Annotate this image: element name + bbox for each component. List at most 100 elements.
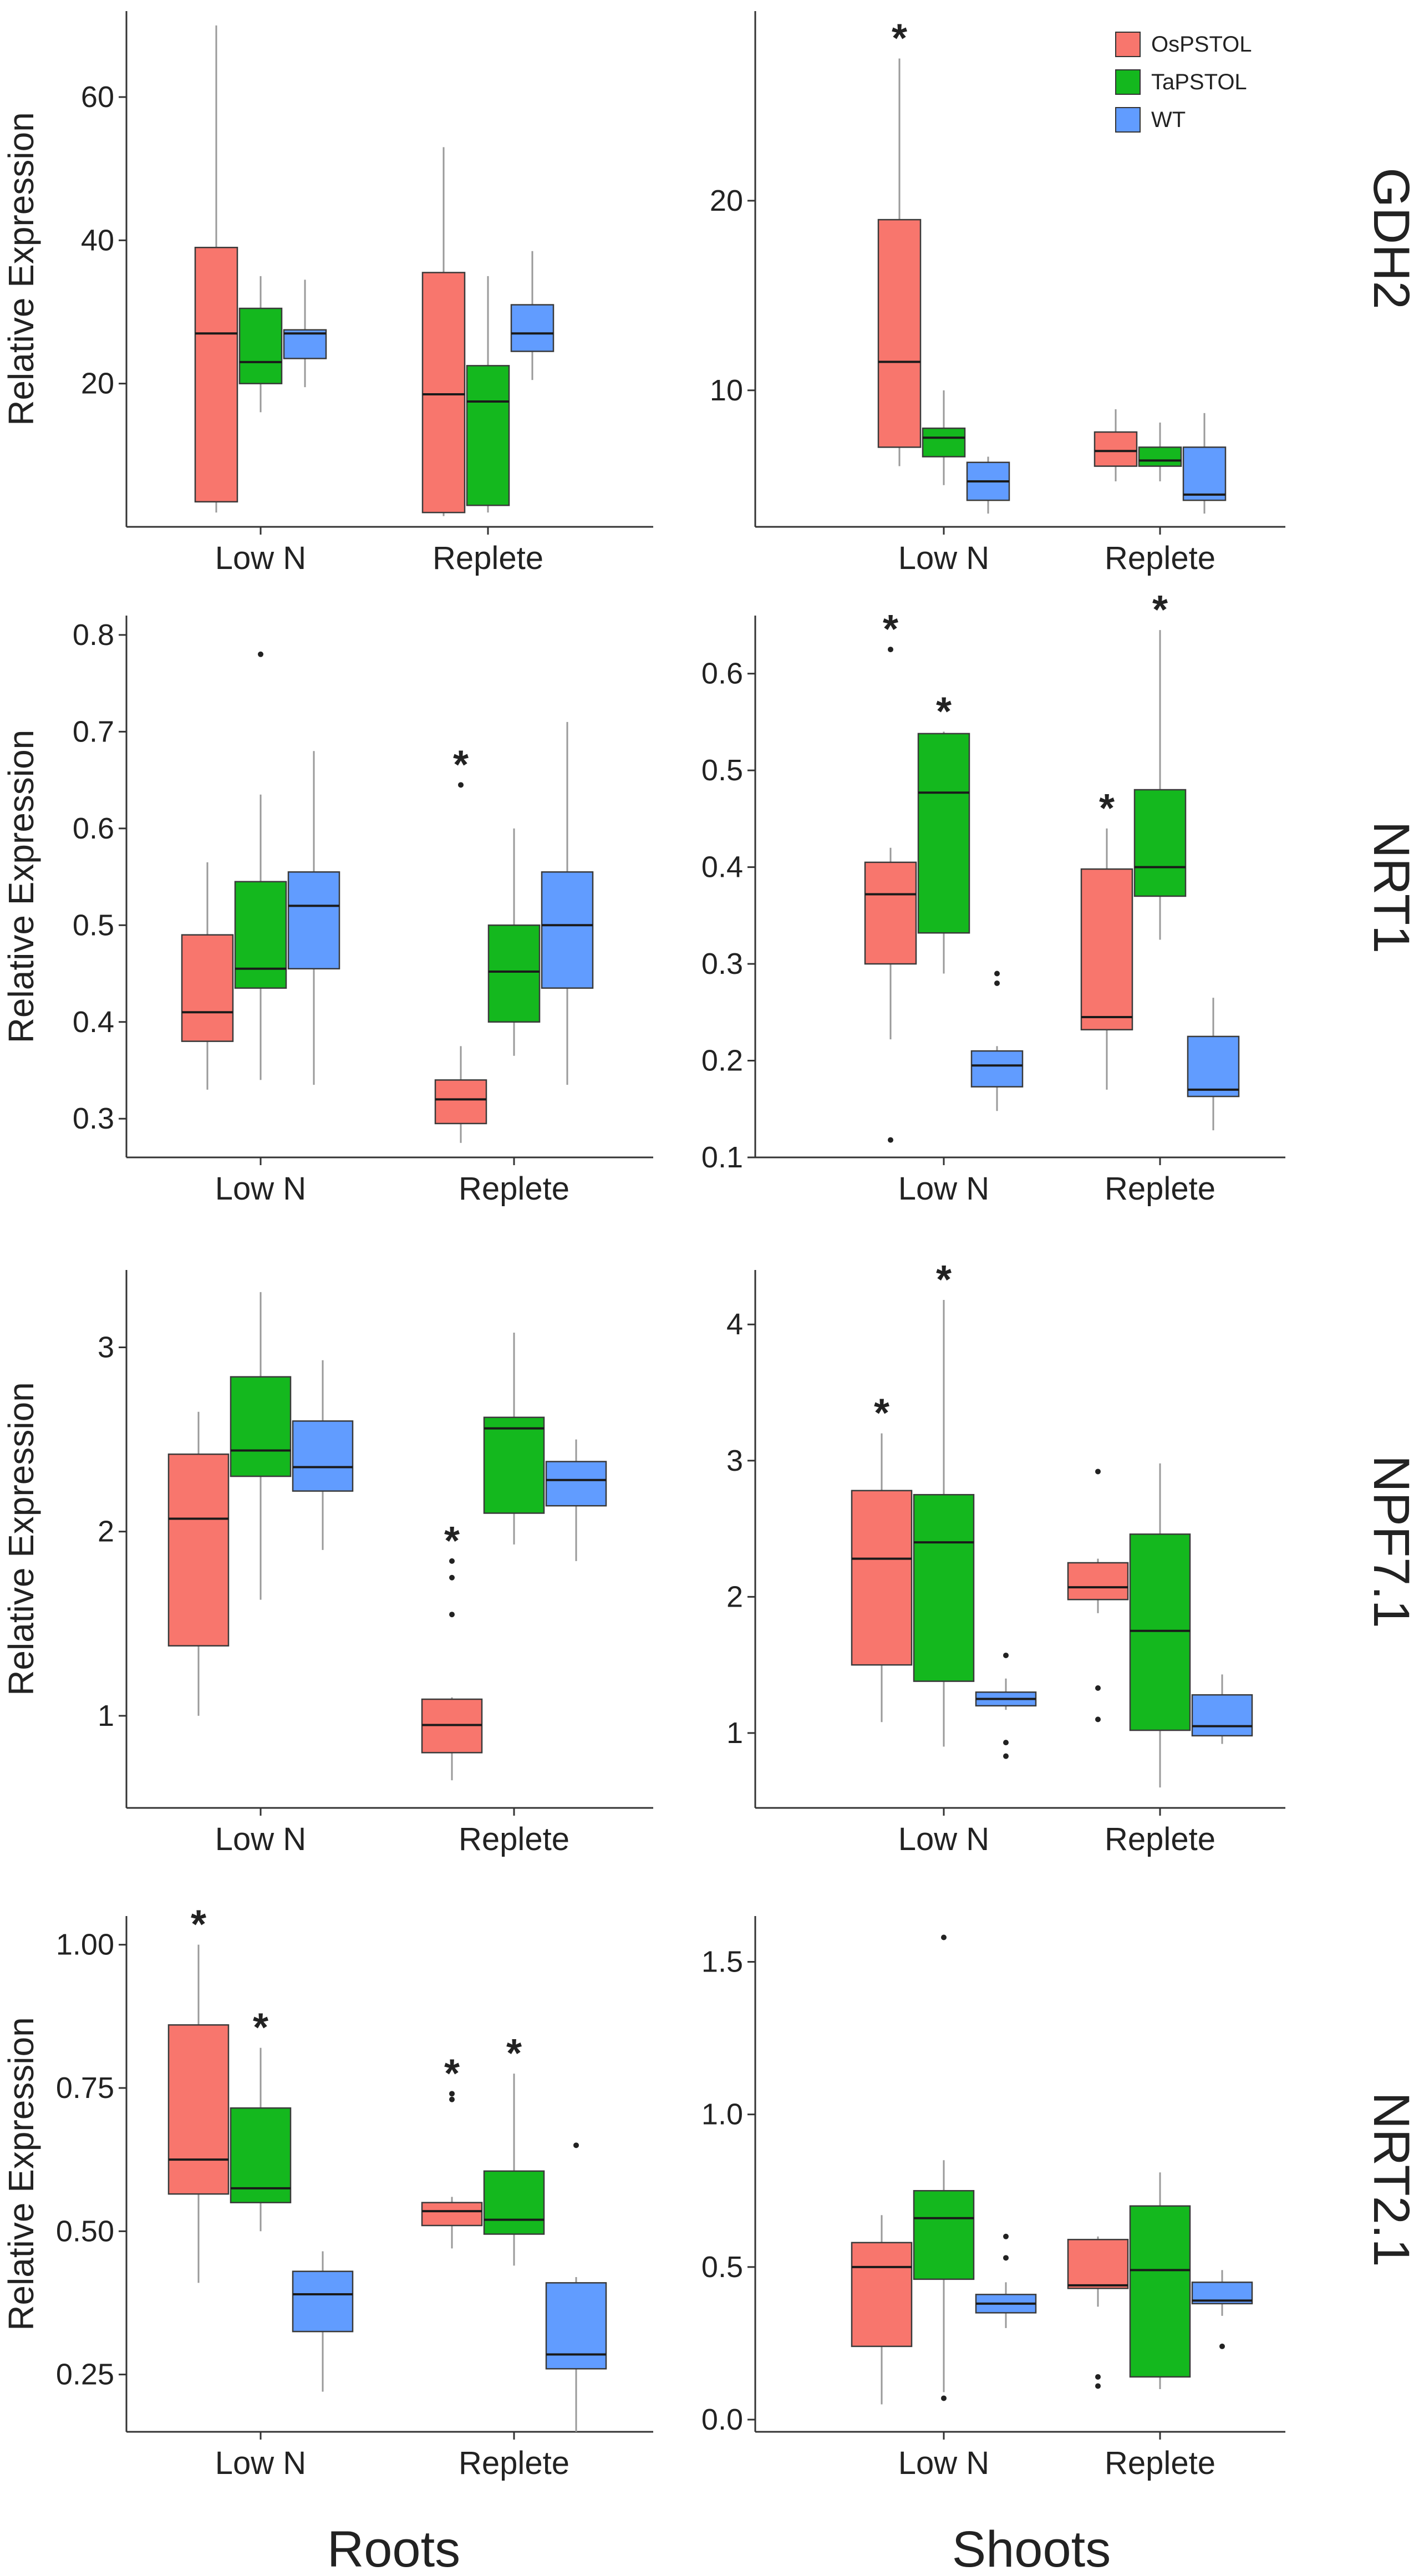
y-axis-label: Relative Expression [1,1382,41,1696]
significance-asterisk: * [444,1519,460,1563]
panel-gdh2-shoots: 10 20 Low N Replete * [710,11,1285,576]
row-label-npf7-1: NPF7.1 [1363,1455,1419,1628]
y-tick-label: 60 [81,80,114,114]
y-tick-label: 0.25 [56,2358,114,2391]
iqr-box [922,427,966,458]
box-replete-wt [1187,998,1240,1131]
significance-asterisk: * [191,1903,206,1947]
iqr-box [483,2170,545,2235]
box-low-n-ospstol: * [851,1391,913,1723]
outlier-point [1095,1469,1101,1475]
box-replete-tapstol [1129,1463,1191,1788]
y-tick-label: 0.3 [73,1102,114,1135]
iqr-box [287,871,340,970]
y-tick-label: 10 [710,374,743,407]
legend-swatch-ospstol [1115,32,1141,57]
y-tick-label: 1 [726,1716,743,1750]
y-tick-label: 3 [726,1444,743,1477]
x-tick-label-replete: Replete [1105,540,1215,576]
box-replete-wt [541,722,594,1085]
x-tick-label-replete: Replete [1105,1171,1215,1207]
iqr-box [194,247,238,503]
box-replete-tapstol: * [1133,588,1187,940]
iqr-box [1080,868,1133,1030]
legend-label-wt: WT [1151,108,1186,132]
y-tick-label: 0.1 [701,1141,743,1174]
box-replete-tapstol [487,828,541,1056]
y-tick-label: 0.50 [56,2214,114,2248]
box-replete-wt [545,2142,607,2432]
iqr-box [545,1461,607,1507]
box-low-n-wt [287,751,340,1085]
x-tick-label-replete: Replete [1105,2445,1215,2481]
box-replete-wt [1182,413,1227,514]
iqr-box [283,329,327,359]
box-replete-tapstol: * [483,2031,545,2266]
panel-gdh2-roots: 20 40 60 Low N Replete Relative Expression [1,11,653,576]
outlier-point [941,1934,947,1940]
box-low-n-ospstol: * [864,607,917,1143]
significance-asterisk: * [874,1391,889,1436]
x-tick-label-low-n: Low N [898,1821,989,1857]
significance-asterisk: * [936,1258,952,1302]
iqr-box [541,871,594,989]
significance-asterisk: * [1152,588,1168,632]
y-tick-label: 1 [98,1699,114,1732]
box-replete-ospstol: * [1080,786,1133,1090]
legend-label-tapstol: TaPSTOL [1151,70,1247,94]
column-label-roots: Roots [327,2521,460,2576]
significance-asterisk: * [936,689,952,734]
box-replete-ospstol [1067,1469,1129,1723]
box-replete-wt [545,1439,607,1561]
panel-nrt2-1-shoots: 0.0 0.5 1.0 1.5 Low N Replete [701,1916,1285,2481]
iqr-box [851,2242,913,2348]
iqr-box [1182,446,1227,501]
significance-asterisk: * [444,2051,460,2096]
panel-nrt2-1-roots: 0.25 0.50 0.75 1.00 Low N Replete Relative Exp… [1,1903,653,2481]
y-tick-label: 20 [81,367,114,400]
iqr-box [917,733,970,934]
outlier-point [449,1574,455,1581]
iqr-box [1191,1694,1253,1737]
box-replete-tapstol [483,1332,545,1544]
box-replete-tapstol [466,276,510,513]
iqr-box [292,2270,354,2333]
box-low-n-ospstol [851,2215,913,2405]
iqr-box [421,2202,483,2227]
x-tick-label-replete: Replete [459,1821,569,1857]
x-tick-label-low-n: Low N [215,2445,306,2481]
y-tick-label: 0.6 [73,812,114,845]
outlier-point [449,2096,455,2102]
x-tick-label-replete: Replete [1105,1821,1215,1857]
box-low-n-ospstol [167,1411,230,1716]
outlier-point [888,647,893,653]
significance-asterisk: * [506,2031,522,2076]
y-tick-label: 0.8 [73,618,114,652]
y-tick-label: 0.3 [701,947,743,980]
iqr-box [510,304,555,352]
legend-swatch-wt [1115,107,1141,133]
panel-npf7-1-shoots: 1 2 3 4 Low N Replete * * [726,1258,1285,1857]
box-low-n-tapstol [234,651,287,1080]
legend-label-ospstol: OsPSTOL [1151,32,1252,57]
row-label-gdh2: GDH2 [1363,167,1419,309]
outlier-point [1219,2343,1225,2349]
box-low-n-ospstol [181,862,234,1090]
iqr-box [487,924,541,1023]
iqr-box [913,2190,975,2280]
iqr-box [1129,1533,1191,1731]
outlier-point [994,971,1000,977]
column-label-shoots: Shoots [952,2521,1111,2576]
y-tick-label: 0.0 [701,2403,743,2436]
y-tick-label: 2 [726,1580,743,1613]
y-tick-label: 0.5 [701,2250,743,2284]
box-low-n-wt [975,2233,1037,2328]
outlier-point [888,1137,893,1143]
box-low-n-tapstol [230,1292,292,1600]
iqr-box [466,365,510,506]
iqr-box [167,2024,230,2195]
box-replete-tapstol [1138,422,1182,481]
y-tick-label: 4 [726,1308,743,1341]
iqr-box [230,2107,292,2203]
